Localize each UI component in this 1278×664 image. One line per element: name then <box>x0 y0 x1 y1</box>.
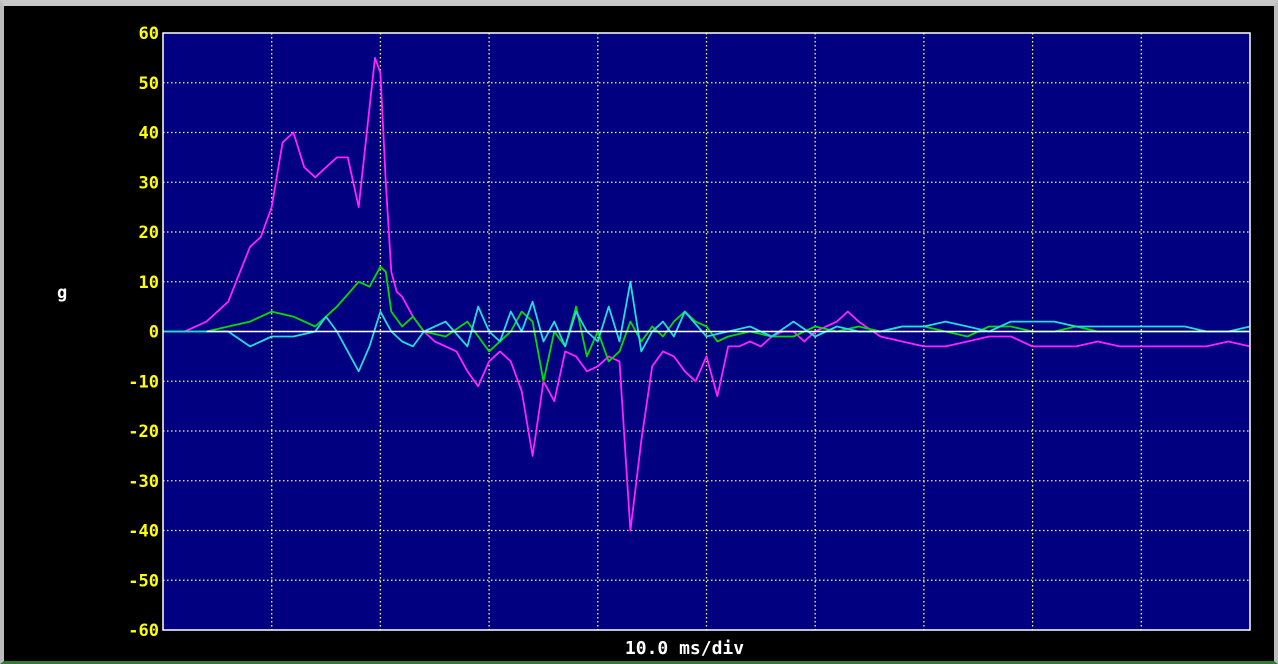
y-tick-label: -10 <box>128 372 159 392</box>
y-tick-label: -50 <box>128 571 159 591</box>
y-tick-label: 30 <box>139 173 159 193</box>
series-line-1 <box>163 57 1251 532</box>
y-tick-label: 60 <box>139 24 159 44</box>
y-tick-label: -30 <box>128 472 159 492</box>
y-axis-label: g <box>57 283 67 303</box>
y-tick-label: 50 <box>139 74 159 94</box>
series-traces <box>163 57 1251 532</box>
y-tick-label: 40 <box>139 124 159 144</box>
y-tick-label: 10 <box>139 273 159 293</box>
y-tick-label: 20 <box>139 223 159 243</box>
x-axis-label: 10.0 ms/div <box>625 638 744 659</box>
y-tick-label: 0 <box>149 323 159 343</box>
plot-border <box>162 32 1251 631</box>
y-tick-labels: 60 50 40 30 20 10 0 -10 -20 -30 -40 -50 -60 <box>128 24 159 641</box>
y-tick-label: -60 <box>128 621 159 641</box>
series-line-3 <box>163 280 1251 373</box>
grid-lines <box>163 33 1250 630</box>
y-tick-label: -20 <box>128 422 159 442</box>
series-line-2 <box>163 265 1250 383</box>
y-tick-label: -40 <box>128 522 159 542</box>
